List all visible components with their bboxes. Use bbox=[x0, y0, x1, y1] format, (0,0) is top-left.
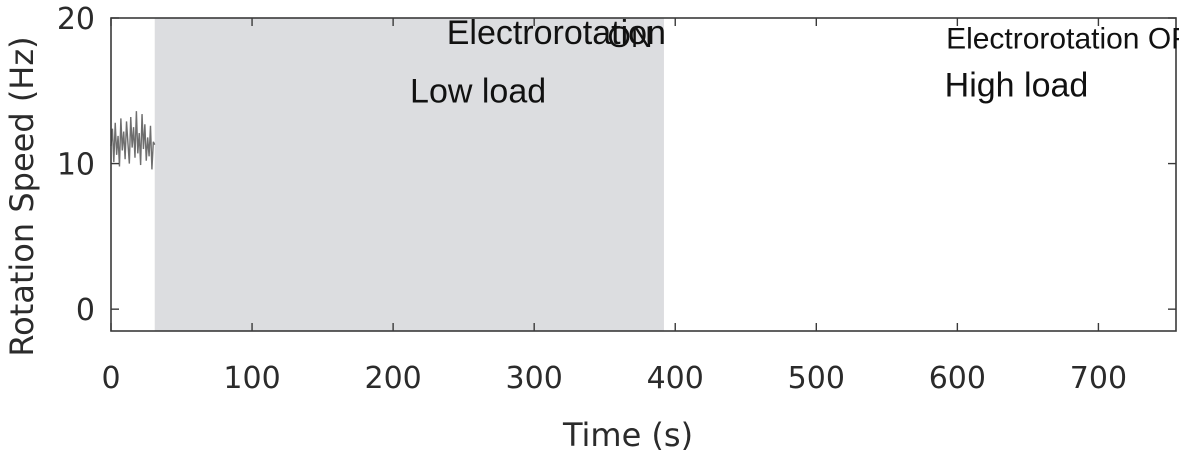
y-tick-labels: 0 10 20 bbox=[57, 2, 95, 328]
annotation-electrorotation-on: Electrorotation bbox=[447, 14, 666, 52]
annotation-high-load: High load bbox=[945, 67, 1089, 105]
x-tick-label: 100 bbox=[223, 361, 280, 396]
x-tick-label: 600 bbox=[929, 361, 986, 396]
y-axis-label: Rotation Speed (Hz) bbox=[3, 36, 41, 356]
y-tick-label: 0 bbox=[76, 293, 95, 328]
annotation-low-load: Low load bbox=[410, 72, 546, 110]
x-tick-labels: 0 100 200 300 400 500 600 700 bbox=[101, 361, 1127, 396]
annotation-on: ON bbox=[608, 21, 653, 54]
x-tick-label: 0 bbox=[101, 361, 120, 396]
y-tick-label: 20 bbox=[57, 2, 95, 37]
series-line bbox=[110, 111, 156, 170]
x-tick-label: 700 bbox=[1070, 361, 1127, 396]
x-tick-label: 200 bbox=[364, 361, 421, 396]
plot-frame bbox=[110, 17, 1177, 332]
axis-ticks bbox=[110, 17, 1176, 331]
x-tick-label: 500 bbox=[788, 361, 845, 396]
x-tick-label: 400 bbox=[647, 361, 704, 396]
x-tick-label: 300 bbox=[506, 361, 563, 396]
annotation-electrorotation-off: Electrorotation OFF bbox=[946, 23, 1179, 56]
electrorotation-on-region bbox=[154, 18, 664, 331]
x-axis-label: Time (s) bbox=[562, 416, 693, 454]
y-tick-label: 10 bbox=[57, 148, 95, 183]
